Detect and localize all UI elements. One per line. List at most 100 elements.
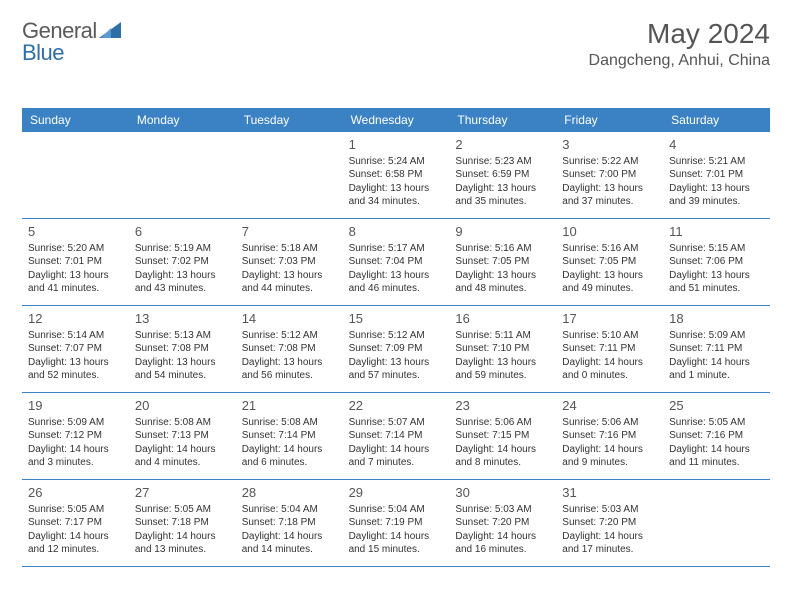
daylight-text: Daylight: 13 hours and 56 minutes.: [242, 356, 337, 383]
daylight-text: Daylight: 14 hours and 6 minutes.: [242, 443, 337, 470]
dayname-wed: Wednesday: [343, 108, 450, 132]
day-number: 14: [242, 310, 337, 328]
day-cell: 10Sunrise: 5:16 AMSunset: 7:05 PMDayligh…: [556, 219, 663, 305]
day-number: 2: [455, 136, 550, 154]
day-number: 3: [562, 136, 657, 154]
sunrise-text: Sunrise: 5:08 AM: [242, 416, 337, 430]
sunset-text: Sunset: 7:12 PM: [28, 429, 123, 443]
daylight-text: Daylight: 14 hours and 8 minutes.: [455, 443, 550, 470]
day-header-row: Sunday Monday Tuesday Wednesday Thursday…: [22, 108, 770, 132]
sunrise-text: Sunrise: 5:09 AM: [28, 416, 123, 430]
calendar: Sunday Monday Tuesday Wednesday Thursday…: [22, 108, 770, 567]
sunset-text: Sunset: 7:05 PM: [455, 255, 550, 269]
day-cell: 6Sunrise: 5:19 AMSunset: 7:02 PMDaylight…: [129, 219, 236, 305]
daylight-text: Daylight: 14 hours and 7 minutes.: [349, 443, 444, 470]
dayname-fri: Friday: [556, 108, 663, 132]
daylight-text: Daylight: 14 hours and 11 minutes.: [669, 443, 764, 470]
day-number: 5: [28, 223, 123, 241]
sunset-text: Sunset: 6:59 PM: [455, 168, 550, 182]
sunrise-text: Sunrise: 5:13 AM: [135, 329, 230, 343]
sunset-text: Sunset: 7:02 PM: [135, 255, 230, 269]
daylight-text: Daylight: 13 hours and 49 minutes.: [562, 269, 657, 296]
daylight-text: Daylight: 13 hours and 43 minutes.: [135, 269, 230, 296]
day-cell: 26Sunrise: 5:05 AMSunset: 7:17 PMDayligh…: [22, 480, 129, 566]
sunrise-text: Sunrise: 5:06 AM: [562, 416, 657, 430]
sunrise-text: Sunrise: 5:09 AM: [669, 329, 764, 343]
day-cell: 30Sunrise: 5:03 AMSunset: 7:20 PMDayligh…: [449, 480, 556, 566]
daylight-text: Daylight: 13 hours and 35 minutes.: [455, 182, 550, 209]
daylight-text: Daylight: 14 hours and 15 minutes.: [349, 530, 444, 557]
daylight-text: Daylight: 13 hours and 39 minutes.: [669, 182, 764, 209]
sunrise-text: Sunrise: 5:05 AM: [28, 503, 123, 517]
sunset-text: Sunset: 7:10 PM: [455, 342, 550, 356]
day-number: 10: [562, 223, 657, 241]
day-number: 12: [28, 310, 123, 328]
day-cell: 12Sunrise: 5:14 AMSunset: 7:07 PMDayligh…: [22, 306, 129, 392]
day-number: 26: [28, 484, 123, 502]
sunset-text: Sunset: 7:03 PM: [242, 255, 337, 269]
day-cell: [22, 132, 129, 218]
day-number: 27: [135, 484, 230, 502]
sunrise-text: Sunrise: 5:03 AM: [562, 503, 657, 517]
day-number: 20: [135, 397, 230, 415]
day-number: 1: [349, 136, 444, 154]
sunset-text: Sunset: 7:09 PM: [349, 342, 444, 356]
day-cell: 3Sunrise: 5:22 AMSunset: 7:00 PMDaylight…: [556, 132, 663, 218]
day-number: 13: [135, 310, 230, 328]
daylight-text: Daylight: 13 hours and 48 minutes.: [455, 269, 550, 296]
sunset-text: Sunset: 7:15 PM: [455, 429, 550, 443]
day-cell: 15Sunrise: 5:12 AMSunset: 7:09 PMDayligh…: [343, 306, 450, 392]
day-cell: 22Sunrise: 5:07 AMSunset: 7:14 PMDayligh…: [343, 393, 450, 479]
day-cell: 28Sunrise: 5:04 AMSunset: 7:18 PMDayligh…: [236, 480, 343, 566]
sunrise-text: Sunrise: 5:17 AM: [349, 242, 444, 256]
day-cell: 2Sunrise: 5:23 AMSunset: 6:59 PMDaylight…: [449, 132, 556, 218]
sunset-text: Sunset: 7:11 PM: [669, 342, 764, 356]
dayname-sat: Saturday: [663, 108, 770, 132]
day-number: 16: [455, 310, 550, 328]
day-number: 8: [349, 223, 444, 241]
day-cell: 31Sunrise: 5:03 AMSunset: 7:20 PMDayligh…: [556, 480, 663, 566]
day-number: 30: [455, 484, 550, 502]
sunrise-text: Sunrise: 5:04 AM: [349, 503, 444, 517]
day-cell: [129, 132, 236, 218]
sunrise-text: Sunrise: 5:16 AM: [455, 242, 550, 256]
logo-word2: Blue: [22, 40, 64, 65]
sunrise-text: Sunrise: 5:10 AM: [562, 329, 657, 343]
day-number: 25: [669, 397, 764, 415]
sunset-text: Sunset: 7:16 PM: [669, 429, 764, 443]
day-cell: 4Sunrise: 5:21 AMSunset: 7:01 PMDaylight…: [663, 132, 770, 218]
day-number: 24: [562, 397, 657, 415]
daylight-text: Daylight: 13 hours and 59 minutes.: [455, 356, 550, 383]
sunset-text: Sunset: 7:18 PM: [135, 516, 230, 530]
daylight-text: Daylight: 14 hours and 16 minutes.: [455, 530, 550, 557]
sunrise-text: Sunrise: 5:14 AM: [28, 329, 123, 343]
sunrise-text: Sunrise: 5:21 AM: [669, 155, 764, 169]
daylight-text: Daylight: 14 hours and 3 minutes.: [28, 443, 123, 470]
dayname-tue: Tuesday: [236, 108, 343, 132]
sunset-text: Sunset: 7:04 PM: [349, 255, 444, 269]
week-row: 19Sunrise: 5:09 AMSunset: 7:12 PMDayligh…: [22, 393, 770, 480]
daylight-text: Daylight: 14 hours and 17 minutes.: [562, 530, 657, 557]
day-cell: 9Sunrise: 5:16 AMSunset: 7:05 PMDaylight…: [449, 219, 556, 305]
sunrise-text: Sunrise: 5:08 AM: [135, 416, 230, 430]
daylight-text: Daylight: 14 hours and 4 minutes.: [135, 443, 230, 470]
sunset-text: Sunset: 7:00 PM: [562, 168, 657, 182]
day-number: 6: [135, 223, 230, 241]
sunset-text: Sunset: 6:58 PM: [349, 168, 444, 182]
day-number: 21: [242, 397, 337, 415]
title-block: May 2024 Dangcheng, Anhui, China: [589, 18, 770, 70]
day-number: 4: [669, 136, 764, 154]
daylight-text: Daylight: 13 hours and 41 minutes.: [28, 269, 123, 296]
daylight-text: Daylight: 13 hours and 51 minutes.: [669, 269, 764, 296]
sunset-text: Sunset: 7:01 PM: [28, 255, 123, 269]
day-number: 18: [669, 310, 764, 328]
day-number: 23: [455, 397, 550, 415]
day-cell: 29Sunrise: 5:04 AMSunset: 7:19 PMDayligh…: [343, 480, 450, 566]
day-cell: 20Sunrise: 5:08 AMSunset: 7:13 PMDayligh…: [129, 393, 236, 479]
sunset-text: Sunset: 7:06 PM: [669, 255, 764, 269]
sunrise-text: Sunrise: 5:07 AM: [349, 416, 444, 430]
sunrise-text: Sunrise: 5:06 AM: [455, 416, 550, 430]
sunset-text: Sunset: 7:20 PM: [455, 516, 550, 530]
day-number: 15: [349, 310, 444, 328]
sunset-text: Sunset: 7:19 PM: [349, 516, 444, 530]
